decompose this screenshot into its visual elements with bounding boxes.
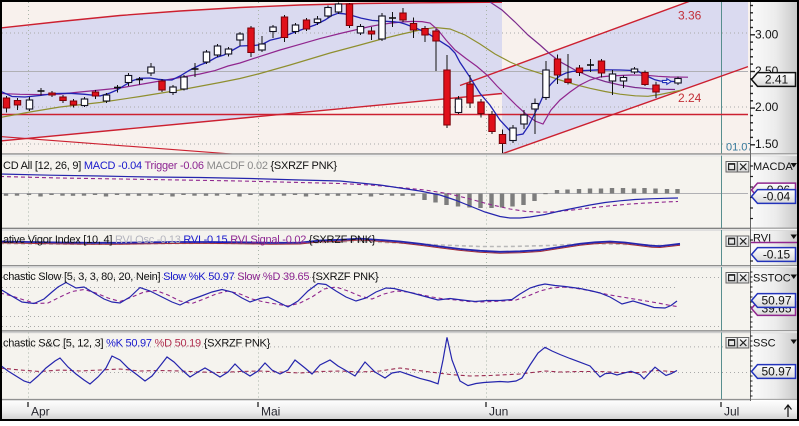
svg-text:CD All [12, 26, 9] MACD -0.04: CD All [12, 26, 9] MACD -0.04 Trigger -0… [3, 160, 337, 172]
svg-text:50.97: 50.97 [761, 365, 791, 379]
svg-text:2.00: 2.00 [755, 100, 779, 114]
svg-text:RVI: RVI [753, 233, 771, 245]
svg-text:50.97: 50.97 [761, 294, 791, 308]
svg-text:-0.04: -0.04 [763, 190, 791, 204]
svg-text:chastic S&C [5, 12, 3] %K 50.9: chastic S&C [5, 12, 3] %K 50.97 %D 50.19… [3, 338, 271, 350]
svg-text:chastic Slow [5, 3, 3, 80, 20,: chastic Slow [5, 3, 3, 80, 20, Nein] Slo… [3, 271, 379, 283]
svg-text:2.24: 2.24 [678, 91, 702, 105]
svg-text:1.50: 1.50 [755, 137, 779, 151]
svg-text:3.00: 3.00 [755, 28, 779, 42]
svg-text:2.41: 2.41 [765, 73, 789, 87]
svg-text:3.36: 3.36 [678, 9, 702, 23]
svg-text:-0.15: -0.15 [763, 248, 791, 262]
svg-text:Jun: Jun [489, 405, 508, 419]
svg-text:SSTOC: SSTOC [753, 273, 791, 285]
svg-text:ative Vigor Index [10, 4] RVI: ative Vigor Index [10, 4] RVI Osc -0.13 … [3, 234, 376, 246]
svg-text:Jul: Jul [724, 405, 739, 419]
svg-text:Apr: Apr [31, 405, 50, 419]
svg-text:Mai: Mai [261, 405, 280, 419]
svg-text:SSC: SSC [753, 338, 776, 350]
svg-text:01.07: 01.07 [726, 142, 754, 154]
svg-text:MACDA: MACDA [753, 161, 793, 173]
